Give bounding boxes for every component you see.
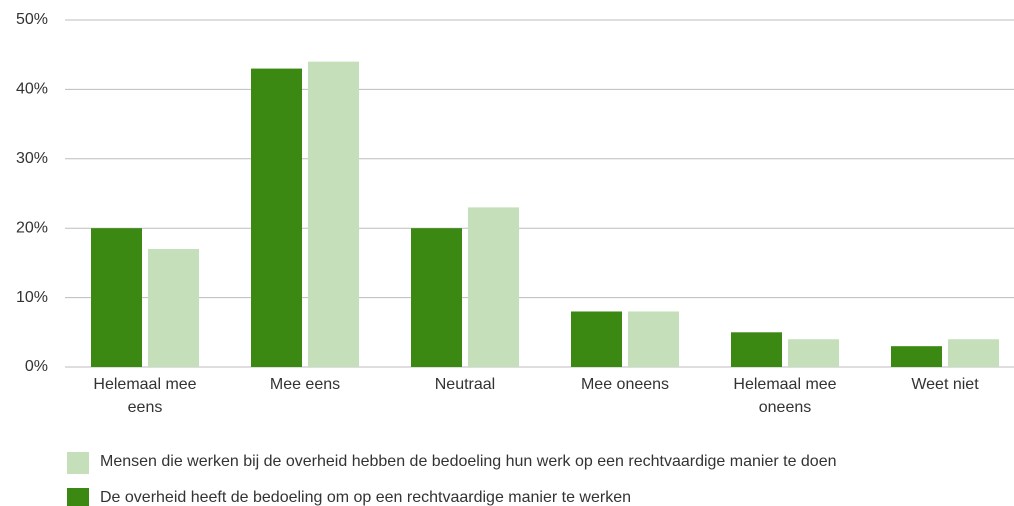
bar: [308, 61, 359, 367]
y-tick-label: 20%: [16, 219, 48, 236]
y-tick-label: 0%: [25, 358, 48, 375]
bar: [571, 311, 622, 367]
x-tick-label: Weet niet: [911, 376, 979, 393]
bar: [148, 249, 199, 367]
x-tick-label: Mee oneens: [580, 376, 670, 393]
x-tick-label: Mee eens: [269, 376, 341, 393]
legend-label: Mensen die werken bij de overheid hebben…: [100, 453, 837, 470]
bar: [788, 339, 839, 367]
y-tick-label: 30%: [16, 150, 48, 167]
bar: [948, 339, 999, 367]
bar: [251, 68, 302, 367]
legend-swatch: [67, 488, 89, 506]
bar: [468, 207, 519, 367]
x-tick-label: Helemaal mee eens: [93, 376, 197, 416]
x-tick-label: Helemaal mee oneens: [733, 376, 837, 416]
legend-label: De overheid heeft de bedoeling om op een…: [100, 489, 631, 506]
y-tick-label: 40%: [16, 81, 48, 98]
bar: [91, 228, 142, 367]
x-tick-label: Neutraal: [434, 376, 496, 393]
y-tick-label: 10%: [16, 289, 48, 306]
legend-swatch: [67, 452, 89, 474]
bar: [628, 311, 679, 367]
y-tick-label: 50%: [16, 11, 48, 28]
bar: [731, 332, 782, 367]
bar: [891, 346, 942, 367]
bar: [411, 228, 462, 367]
